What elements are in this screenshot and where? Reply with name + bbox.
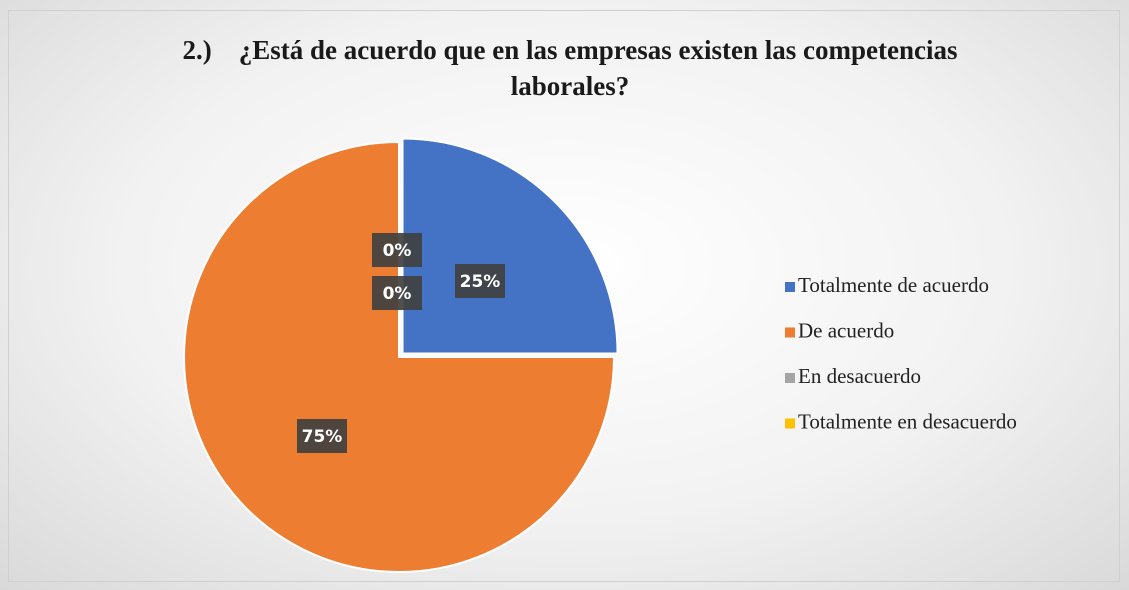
- data-label-box: [372, 233, 422, 267]
- legend-label: Totalmente de acuerdo: [798, 273, 989, 297]
- data-label: 75%: [302, 427, 343, 447]
- data-label-box: [372, 276, 422, 310]
- legend-swatch: [785, 418, 795, 429]
- pie-slice: [401, 137, 619, 355]
- legend-swatch: [785, 373, 795, 383]
- data-label: 0%: [383, 241, 412, 261]
- data-label-box: [455, 264, 505, 298]
- data-label-box: [297, 419, 347, 453]
- legend-swatch: [785, 327, 795, 338]
- legend-swatch: [785, 282, 795, 292]
- data-label: 0%: [383, 284, 412, 304]
- legend-label: En desacuerdo: [798, 364, 921, 388]
- legend-label: De acuerdo: [798, 318, 894, 342]
- chart-title: 2.) ¿Está de acuerdo que en las empresas…: [182, 35, 965, 101]
- pie-slice: [183, 140, 616, 573]
- legend-label: Totalmente en desacuerdo: [798, 409, 1017, 433]
- chart-border: [8, 10, 1120, 582]
- data-label: 25%: [460, 272, 501, 292]
